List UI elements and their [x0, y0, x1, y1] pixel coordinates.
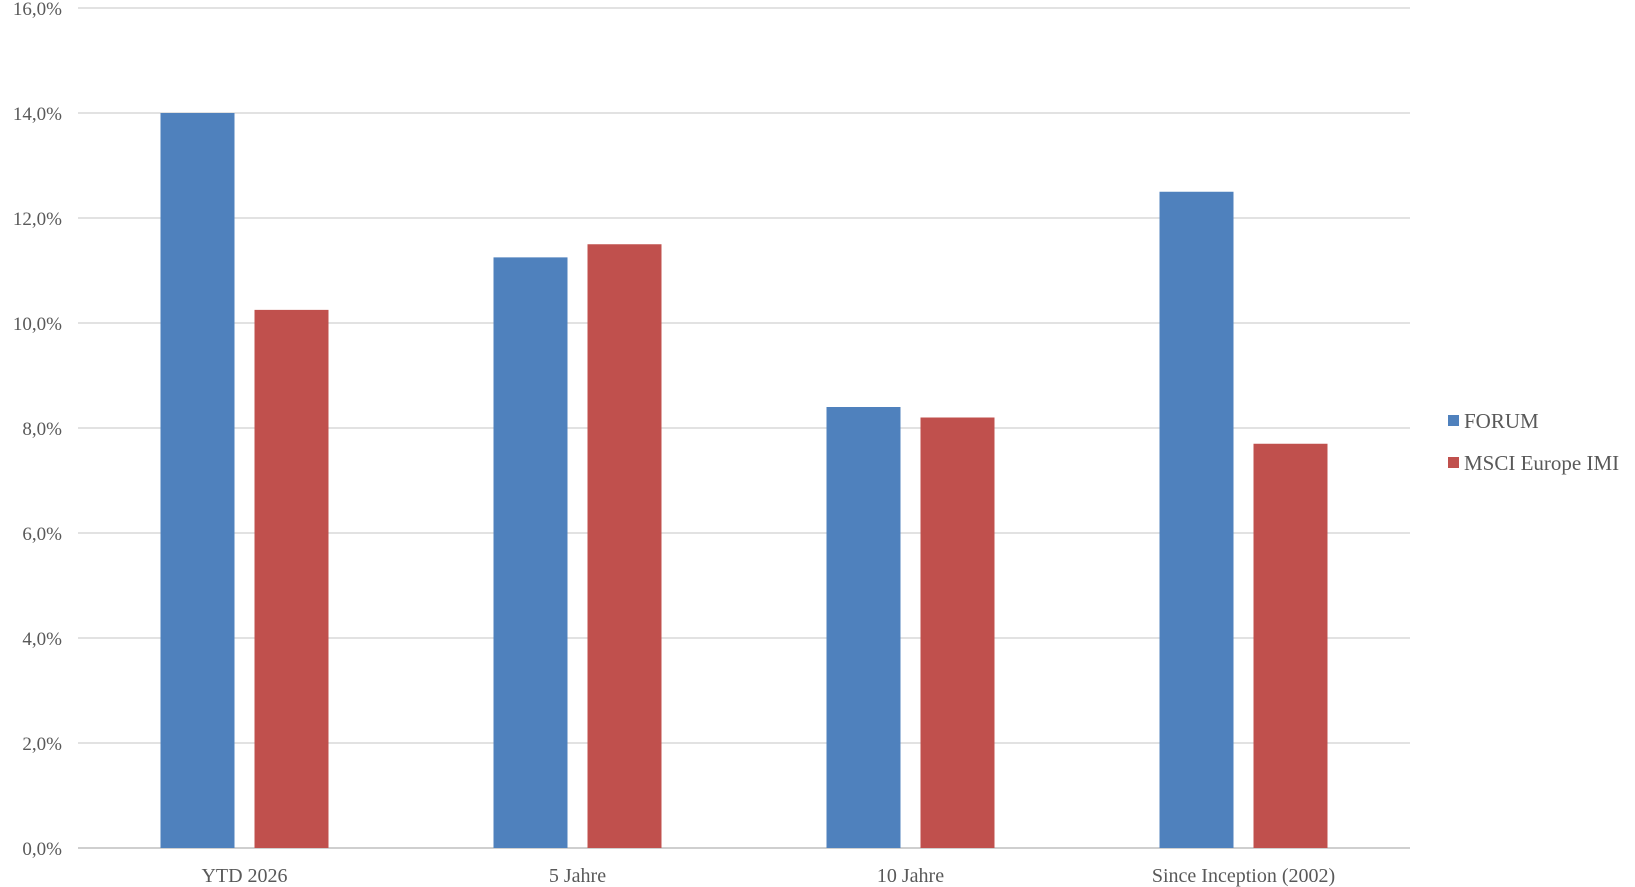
x-tick-label: 5 Jahre — [549, 865, 606, 887]
y-tick-label: 6,0% — [22, 524, 62, 545]
bar-msci-europe-imi — [1253, 443, 1328, 848]
legend-swatch — [1448, 457, 1459, 468]
legend-label: MSCI Europe IMI — [1464, 451, 1619, 475]
y-tick-label: 10,0% — [13, 314, 62, 335]
bar-msci-europe-imi — [920, 417, 995, 848]
bar-forum — [1159, 191, 1234, 848]
bar-msci-europe-imi — [254, 309, 329, 848]
bars — [160, 113, 1328, 848]
y-tick-label: 0,0% — [22, 839, 62, 860]
y-tick-label: 2,0% — [22, 734, 62, 755]
bar-forum — [160, 113, 235, 848]
y-axis-ticks: 0,0% 2,0% 4,0% 6,0% 8,0% 10,0% 12,0% 14,0% 16,0% — [13, 0, 62, 860]
y-tick-label: 16,0% — [13, 0, 62, 20]
y-tick-label: 12,0% — [13, 209, 62, 230]
x-tick-label: YTD 2026 — [201, 865, 287, 887]
y-tick-label: 8,0% — [22, 419, 62, 440]
y-tick-label: 4,0% — [22, 629, 62, 650]
x-axis-ticks: YTD 2026 5 Jahre 10 Jahre Since Inception (… — [201, 865, 1335, 887]
bar-forum — [493, 257, 568, 848]
x-tick-label: 10 Jahre — [877, 865, 944, 887]
bar-forum — [826, 407, 901, 848]
x-tick-label: Since Inception (2002) — [1152, 865, 1335, 887]
legend-swatch — [1448, 415, 1459, 426]
legend: FORUM MSCI Europe IMI — [1448, 409, 1619, 475]
bar-msci-europe-imi — [587, 244, 662, 848]
y-tick-label: 14,0% — [13, 104, 62, 125]
legend-label: FORUM — [1464, 409, 1539, 433]
